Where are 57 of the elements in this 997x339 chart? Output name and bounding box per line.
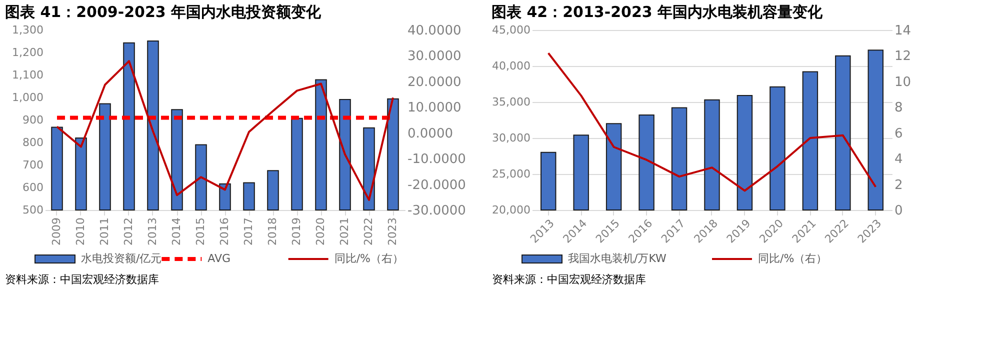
y-tick-label: 1,300 [12, 24, 44, 36]
y-tick-label: 25,000 [492, 168, 530, 180]
y2-tick-label: 10 [894, 74, 912, 90]
y2-tick-label: 0 [894, 204, 903, 218]
y-tick-label: 20,000 [492, 204, 530, 216]
y2-tick-label: 12 [894, 49, 912, 64]
y-tick-label: 600 [22, 181, 44, 194]
y2-tick-label: -30.0000 [408, 204, 466, 218]
y-tick-label: 700 [22, 158, 44, 172]
y2-tick-label: 2 [894, 178, 903, 193]
y-tick-label: 1,000 [12, 91, 44, 104]
x-tick-label: 2013 [146, 218, 159, 246]
x-tick-label: 2011 [98, 218, 111, 246]
x-tick-label: 2017 [242, 218, 255, 246]
y-tick-label: 40,000 [492, 60, 530, 72]
y-tick-label: 45,000 [492, 24, 530, 36]
y2-tick-label: 20.0000 [408, 74, 462, 90]
text: 资料来源：中国宏观经济数据库 [5, 273, 159, 286]
y2-tick-label: 40.0000 [408, 24, 462, 38]
y-tick-label: 800 [22, 136, 44, 149]
y2-tick-label: 30.0000 [408, 49, 462, 64]
y2-tick-label: 0.0000 [408, 126, 453, 142]
x-tick-label: 2012 [122, 218, 135, 246]
x-tick-label: 2019 [290, 218, 303, 246]
y2-tick-label: -10.0000 [408, 152, 466, 168]
chart-title: 图表 42：2013-2023 年国内水电装机容量变化 [492, 3, 824, 21]
line-series [56, 60, 394, 201]
x-tick-label: 2016 [218, 218, 231, 246]
y2-tick-label: -20.0000 [408, 178, 466, 193]
legend-label: 同比/%（右） [758, 252, 828, 265]
legend-label: 水电投资额/亿元 [81, 252, 162, 265]
x-tick-label: 2023 [386, 218, 399, 246]
line-series [547, 52, 877, 192]
legend-label: 我国水电装机/万KW [568, 252, 667, 265]
x-tick-label: 2009 [50, 218, 63, 246]
text: 资料来源：中国宏观经济数据库 [492, 273, 646, 286]
x-tick-label: 2022 [362, 218, 375, 246]
y2-tick-label: 6 [894, 126, 903, 142]
x-tick-label: 2015 [194, 218, 207, 246]
x-tick-label: 2010 [74, 218, 87, 246]
x-tick-label: 2021 [338, 218, 351, 246]
x-tick-label: 2018 [266, 218, 279, 246]
y-tick-label: 35,000 [492, 96, 530, 108]
y-tick-label: 30,000 [492, 132, 530, 144]
y-tick-label: 500 [22, 204, 44, 216]
y-tick-label: 900 [22, 114, 44, 126]
x-tick-label: 2020 [314, 218, 327, 246]
y-tick-label: 1,100 [12, 68, 44, 82]
y2-tick-label: 8 [894, 100, 903, 116]
legend-label: 同比/%（右） [334, 252, 404, 265]
y2-tick-label: 14 [894, 24, 912, 38]
y2-tick-label: 4 [894, 152, 903, 168]
y-tick-label: 1,200 [12, 46, 44, 59]
y2-tick-label: 10.0000 [408, 100, 462, 116]
x-tick-label: 2014 [170, 218, 183, 246]
legend-label: AVG [208, 252, 231, 265]
chart-title: 图表 41：2009-2023 年国内水电投资额变化 [5, 3, 322, 21]
